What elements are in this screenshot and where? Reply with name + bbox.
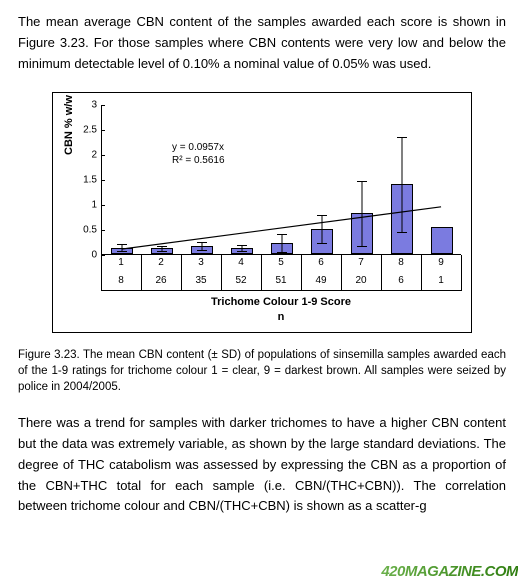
y-tick-label: 2.5 — [83, 125, 97, 136]
x-category-cell: 8 — [381, 257, 421, 268]
error-bar — [122, 244, 123, 251]
bar-slot — [382, 104, 422, 254]
x-n-cell: 6 — [381, 275, 421, 286]
error-cap — [317, 243, 327, 244]
error-cap — [117, 251, 127, 252]
bar-slot — [102, 104, 142, 254]
x-category-cell: 2 — [141, 257, 181, 268]
x-category-cell: 5 — [261, 257, 301, 268]
x-n-cell: 35 — [181, 275, 221, 286]
error-cap — [157, 251, 167, 252]
y-tick-label: 3 — [91, 100, 97, 111]
error-cap — [277, 252, 287, 253]
chart-plot-area: CBN % w/w 00.511.522.53 y = 0.0957xR² = … — [101, 105, 461, 255]
error-cap — [317, 215, 327, 216]
x-axis-label: Trichome Colour 1-9 Score n — [101, 295, 461, 324]
error-cap — [197, 250, 207, 251]
bar-slot — [302, 104, 342, 254]
x-category-cell: 6 — [301, 257, 341, 268]
outro-paragraph: There was a trend for samples with darke… — [18, 413, 506, 517]
error-cap — [277, 234, 287, 235]
bar-slot — [262, 104, 302, 254]
intro-paragraph: The mean average CBN content of the samp… — [18, 12, 506, 74]
y-tick-label: 1 — [91, 200, 97, 211]
x-n-cell: 49 — [301, 275, 341, 286]
error-cap — [157, 246, 167, 247]
bar-slot — [142, 104, 182, 254]
error-cap — [117, 244, 127, 245]
x-axis-table: 123456789826355251492061 — [101, 255, 461, 291]
x-n-cell: 26 — [141, 275, 181, 286]
y-axis: 00.511.522.53 — [73, 105, 101, 255]
x-n-cell: 8 — [101, 275, 141, 286]
error-cap — [237, 251, 247, 252]
error-cap — [237, 245, 247, 246]
x-n-cell: 52 — [221, 275, 261, 286]
plot-region: y = 0.0957xR² = 0.5616 — [101, 105, 461, 255]
error-cap — [397, 232, 407, 233]
error-cap — [397, 137, 407, 138]
y-tick-label: 2 — [91, 150, 97, 161]
x-category-cell: 9 — [421, 257, 461, 268]
x-separator — [461, 255, 462, 291]
x-n-cell: 20 — [341, 275, 381, 286]
bars-container — [102, 105, 461, 254]
x-category-cell: 7 — [341, 257, 381, 268]
bar-slot — [422, 104, 462, 254]
x-category-cell: 3 — [181, 257, 221, 268]
x-n-cell: 51 — [261, 275, 301, 286]
figure-3-23: CBN % w/w 00.511.522.53 y = 0.0957xR² = … — [52, 92, 472, 333]
x-n-cell: 1 — [421, 275, 461, 286]
error-bar — [202, 242, 203, 250]
y-tick-label: 1.5 — [83, 175, 97, 186]
x-n-row: 826355251492061 — [101, 273, 461, 291]
error-bar — [362, 181, 363, 246]
error-cap — [357, 181, 367, 182]
y-tick-label: 0 — [91, 250, 97, 261]
y-tick-label: 0.5 — [83, 225, 97, 236]
error-bar — [322, 215, 323, 243]
error-bar — [402, 137, 403, 232]
error-cap — [357, 246, 367, 247]
bar-slot — [342, 104, 382, 254]
x-category-cell: 4 — [221, 257, 261, 268]
x-category-row: 123456789 — [101, 255, 461, 273]
watermark-text: 420MAGAZINE.COM — [381, 563, 518, 580]
x-category-cell: 1 — [101, 257, 141, 268]
bar — [431, 227, 453, 255]
error-cap — [197, 242, 207, 243]
error-bar — [282, 234, 283, 252]
x-axis-label-line1: Trichome Colour 1-9 Score — [101, 295, 461, 309]
watermark: 420MAGAZINE.COM — [375, 560, 524, 583]
figure-caption: Figure 3.23. The mean CBN content (± SD)… — [18, 347, 506, 395]
x-axis-label-line2: n — [101, 310, 461, 324]
bar-slot — [182, 104, 222, 254]
bar-slot — [222, 104, 262, 254]
